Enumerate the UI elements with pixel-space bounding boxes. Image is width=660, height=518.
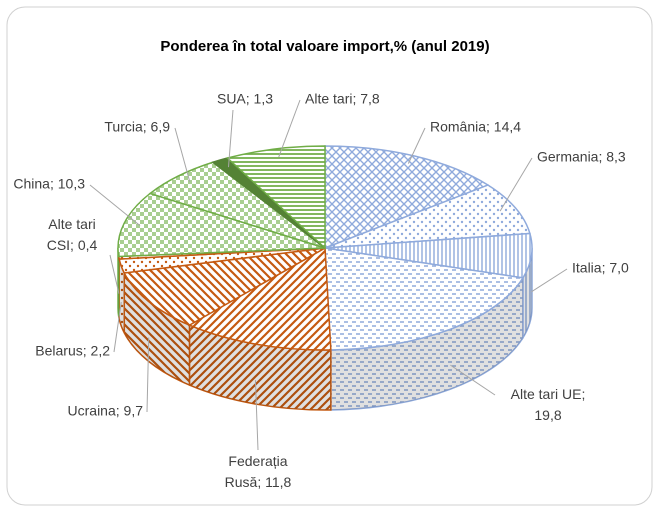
data-label: China; 10,3	[13, 176, 85, 192]
data-label: Germania; 8,3	[537, 149, 626, 165]
data-label: Turcia; 6,9	[104, 119, 170, 135]
data-label: Alte tari; 7,8	[305, 91, 380, 107]
data-label: SUA; 1,3	[217, 91, 273, 107]
data-label: Ucraina; 9,7	[68, 403, 144, 419]
data-label: România; 14,4	[430, 119, 521, 135]
data-label: Belarus; 2,2	[35, 343, 110, 359]
data-label: Italia; 7,0	[572, 260, 629, 276]
chart-title: Ponderea în total valoare import,% (anul…	[160, 38, 489, 55]
